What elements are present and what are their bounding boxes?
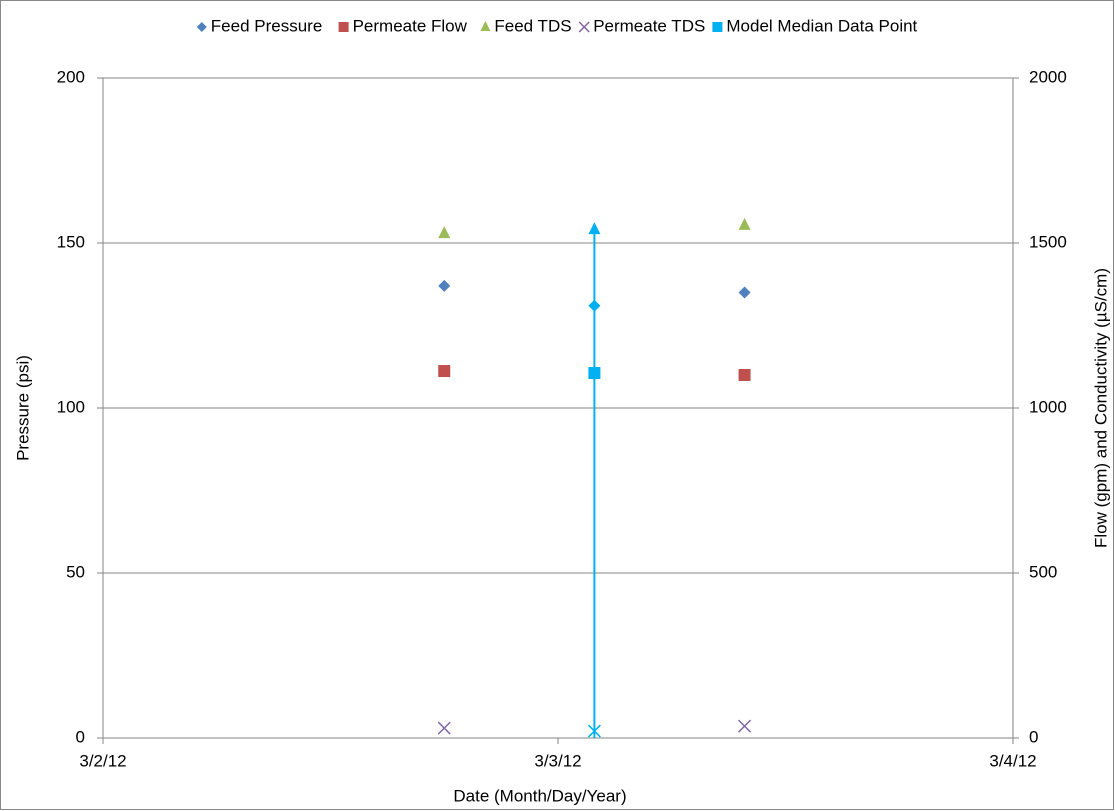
legend-label: Permeate TDS xyxy=(593,16,705,35)
legend-label: Feed TDS xyxy=(494,16,571,35)
y2-axis-title: Flow (gpm) and Conductivity (µS/cm) xyxy=(1091,268,1110,548)
x-tick-label: 3/4/12 xyxy=(989,751,1036,770)
legend-label: Permeate Flow xyxy=(353,16,468,35)
y-tick-label: 100 xyxy=(57,397,85,416)
x-tick-label: 3/3/12 xyxy=(534,751,581,770)
marker-square xyxy=(338,22,349,32)
y2-tick-label: 2000 xyxy=(1029,67,1067,86)
marker-diamond xyxy=(438,279,451,292)
marker-diamond xyxy=(196,22,207,32)
x-axis-title: Date (Month/Day/Year) xyxy=(453,786,626,805)
y2-tick-label: 500 xyxy=(1029,562,1057,581)
y2-tick-label: 1500 xyxy=(1029,232,1067,251)
marker-triangle xyxy=(588,222,601,235)
marker-x xyxy=(437,721,451,735)
y-tick-label: 150 xyxy=(57,232,85,251)
y-tick-label: 0 xyxy=(76,727,85,746)
y-axis-title: Pressure (psi) xyxy=(13,355,32,461)
marker-x xyxy=(578,21,590,33)
marker-diamond xyxy=(738,286,751,299)
marker-diamond xyxy=(588,299,601,312)
y2-tick-label: 1000 xyxy=(1029,397,1067,416)
y2-tick-label: 0 xyxy=(1029,727,1038,746)
y-tick-label: 50 xyxy=(66,562,85,581)
y-tick-label: 200 xyxy=(57,67,85,86)
marker-x xyxy=(738,719,752,733)
marker-x xyxy=(587,724,601,738)
marker-square xyxy=(738,369,751,381)
legend-label: Feed Pressure xyxy=(211,16,322,35)
marker-triangle xyxy=(480,21,491,31)
legend-label: Model Median Data Point xyxy=(726,16,917,35)
marker-triangle xyxy=(738,217,751,230)
marker-square xyxy=(588,367,601,380)
x-tick-label: 3/2/12 xyxy=(79,751,126,770)
marker-triangle xyxy=(438,226,451,239)
marker-square xyxy=(712,22,723,32)
marker-square xyxy=(438,365,451,378)
